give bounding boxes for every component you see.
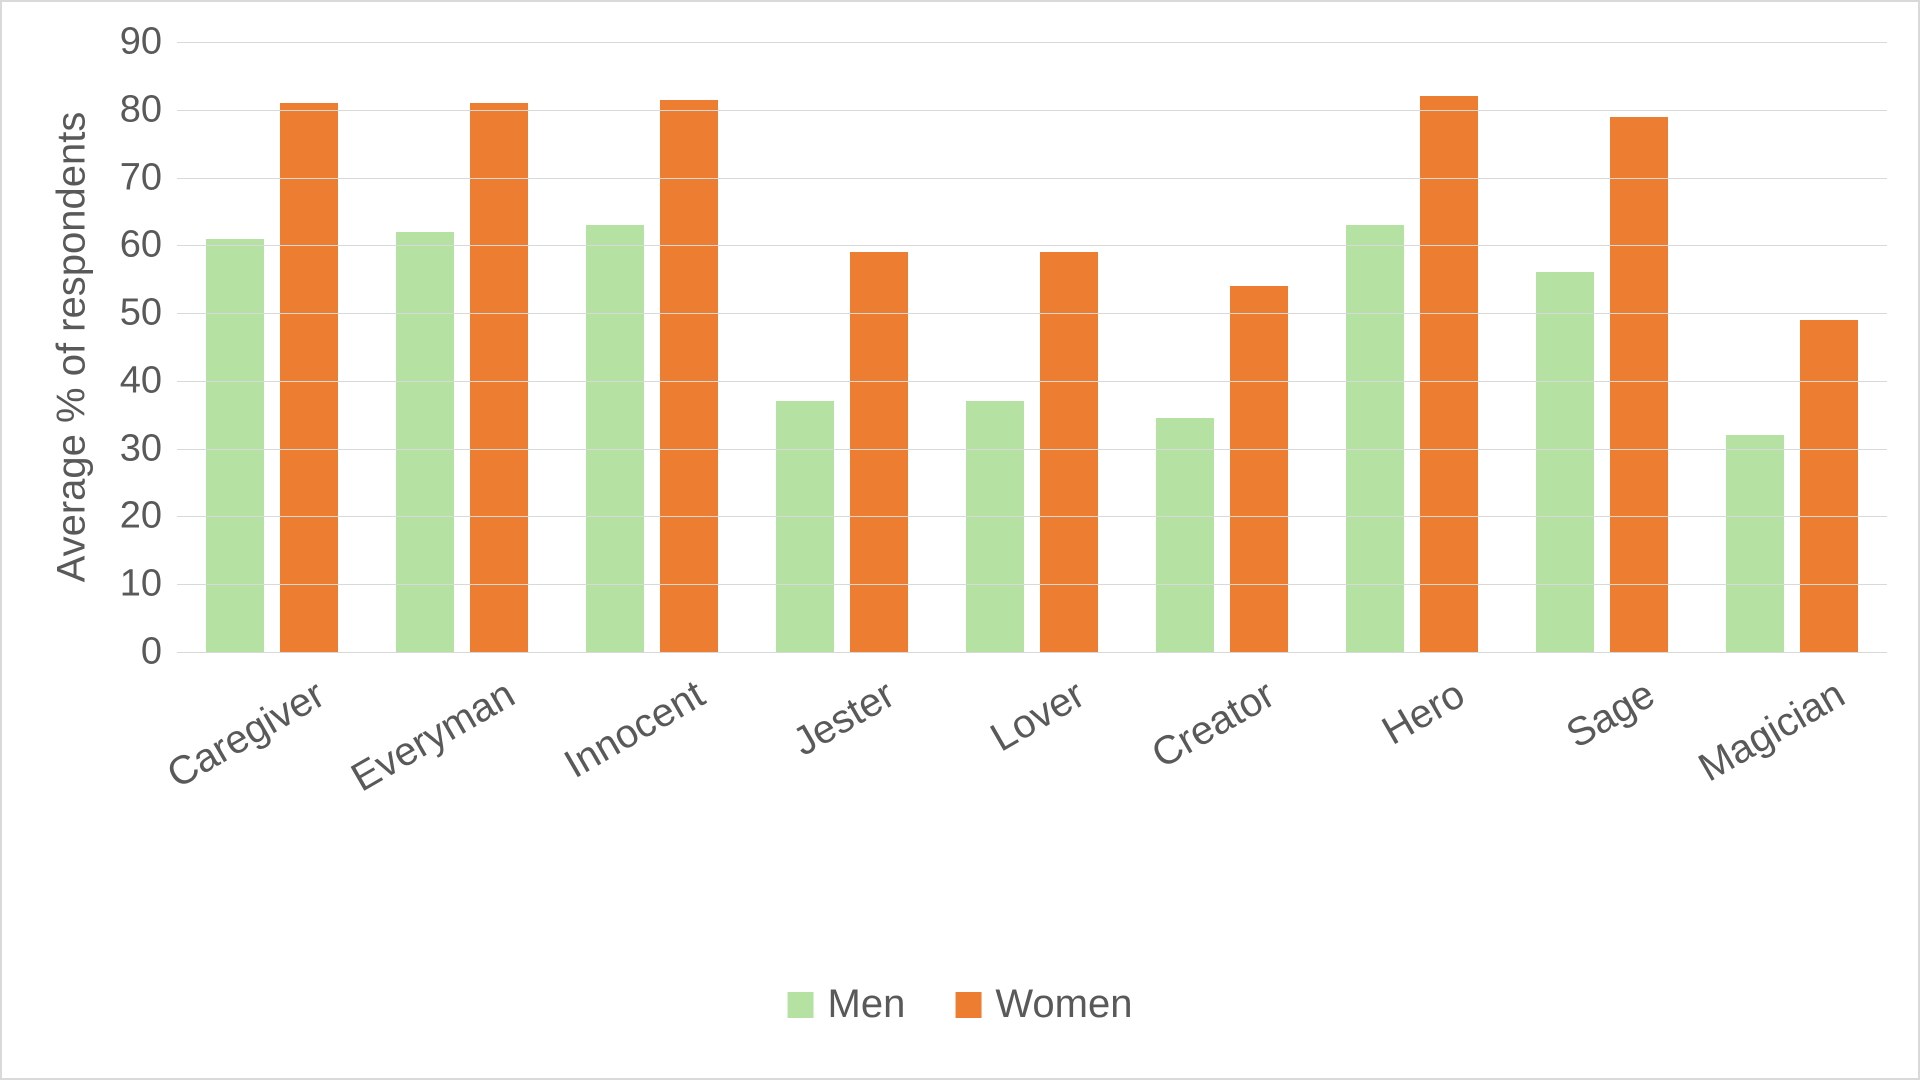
legend-swatch — [788, 992, 814, 1018]
bar-men — [966, 401, 1025, 652]
bars-layer — [177, 42, 1887, 652]
bar-men — [396, 232, 455, 652]
bar-women — [660, 100, 719, 652]
y-tick-label: 80 — [2, 88, 162, 131]
legend-label: Men — [828, 982, 906, 1027]
y-tick-label: 50 — [2, 292, 162, 335]
y-tick-label: 90 — [2, 21, 162, 64]
y-tick-label: 0 — [2, 631, 162, 674]
bar-men — [1726, 435, 1785, 652]
bar-women — [1230, 286, 1289, 652]
bar-men — [586, 225, 645, 652]
gridline — [177, 381, 1887, 382]
legend-label: Women — [995, 982, 1132, 1027]
y-tick-label: 30 — [2, 427, 162, 470]
bar-women — [1420, 96, 1479, 652]
bar-women — [1040, 252, 1099, 652]
bar-men — [1156, 418, 1215, 652]
bar-men — [1536, 272, 1595, 652]
gridline — [177, 313, 1887, 314]
gridline — [177, 652, 1887, 653]
bar-men — [1346, 225, 1405, 652]
gridline — [177, 110, 1887, 111]
legend-swatch — [955, 992, 981, 1018]
gridline — [177, 449, 1887, 450]
y-tick-label: 60 — [2, 224, 162, 267]
chart-frame: Average % of respondents MenWomen 010203… — [0, 0, 1920, 1080]
legend: Men Women — [788, 982, 1133, 1027]
gridline — [177, 245, 1887, 246]
bar-women — [1610, 117, 1669, 652]
y-tick-label: 70 — [2, 156, 162, 199]
gridline — [177, 42, 1887, 43]
bar-women — [470, 103, 529, 652]
bar-women — [1800, 320, 1859, 652]
gridline — [177, 178, 1887, 179]
bar-women — [280, 103, 339, 652]
gridline — [177, 584, 1887, 585]
legend-item: Men — [788, 982, 906, 1027]
gridline — [177, 516, 1887, 517]
y-tick-label: 20 — [2, 495, 162, 538]
legend-item: Women — [955, 982, 1132, 1027]
y-tick-label: 10 — [2, 563, 162, 606]
bar-women — [850, 252, 909, 652]
plot-area — [177, 42, 1887, 652]
bar-men — [776, 401, 835, 652]
bar-men — [206, 239, 265, 652]
y-tick-label: 40 — [2, 359, 162, 402]
